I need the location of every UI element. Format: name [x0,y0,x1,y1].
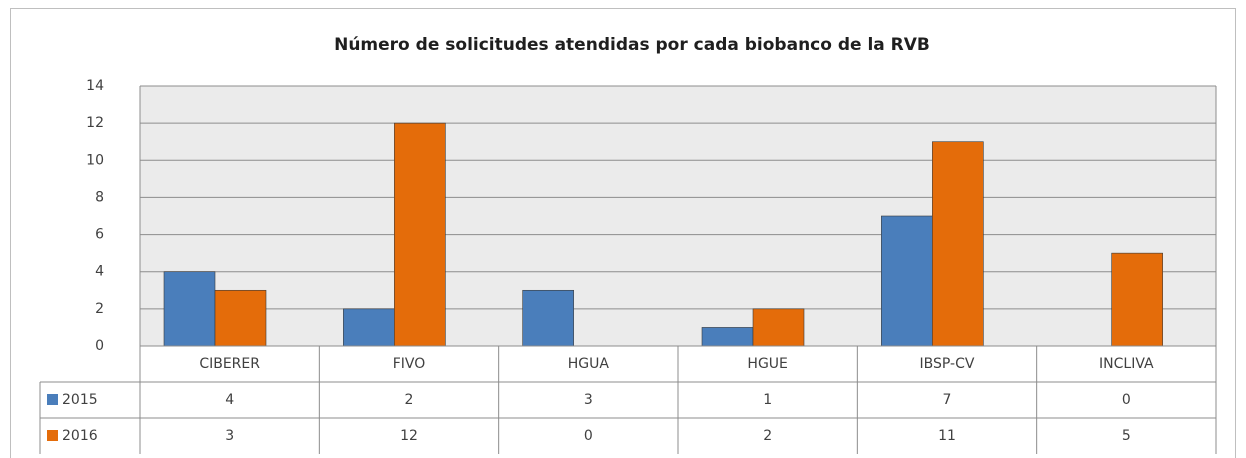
legend-label: 2015 [62,392,98,408]
table-value: 0 [1122,392,1131,408]
table-value: 3 [225,428,234,444]
bar [343,308,395,347]
y-tick-label: 8 [95,189,104,205]
plot-area [140,86,1216,346]
x-tick-label: FIVO [393,356,426,372]
table-value: 2 [763,428,772,444]
legend-key [47,394,58,405]
y-tick-label: 2 [95,301,104,317]
y-tick-label: 6 [95,227,104,243]
y-tick-label: 0 [95,338,104,354]
y-tick-label: 10 [86,152,104,168]
x-tick-label: HGUE [747,356,787,372]
x-tick-label: IBSP-CV [920,356,975,372]
bar [214,289,267,347]
table-value: 7 [943,392,952,408]
bar [881,215,933,347]
chart-title: Número de solicitudes atendidas por cada… [334,35,930,55]
legend-label: 2016 [62,428,98,444]
table-value: 2 [405,392,414,408]
y-tick-label: 14 [86,78,104,94]
y-tick-label: 4 [95,264,104,280]
bar [394,122,446,347]
table-value: 12 [400,428,418,444]
table-value: 11 [938,428,956,444]
x-tick-label: HGUA [568,356,610,372]
bar [701,327,754,347]
table-value: 1 [763,392,772,408]
bar [1111,252,1163,347]
bar [932,141,984,347]
table-value: 5 [1122,428,1131,444]
x-tick-label: CIBERER [199,356,260,372]
y-tick-label: 12 [86,115,104,131]
table-value: 4 [225,392,234,408]
bar [163,271,216,347]
bar [522,289,574,347]
table-value: 0 [584,428,593,444]
legend-key [47,430,58,441]
bar [752,308,805,347]
x-tick-label: INCLIVA [1099,356,1154,372]
table-value: 3 [584,392,593,408]
